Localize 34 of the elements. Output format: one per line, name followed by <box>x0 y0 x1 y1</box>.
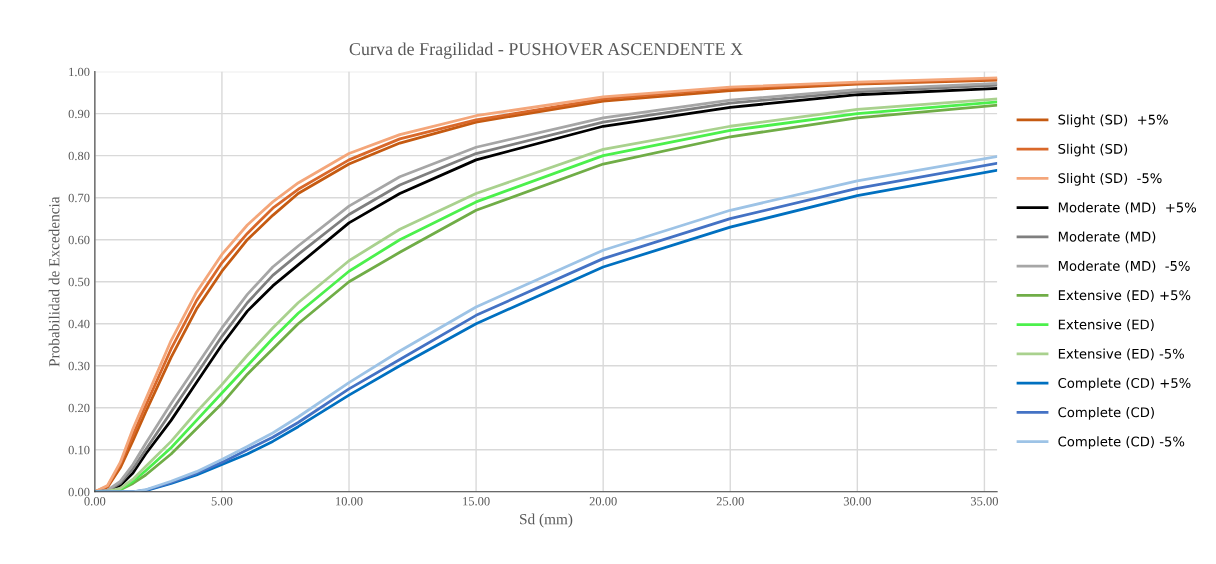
legend-label: Slight (SD) <box>1058 143 1128 157</box>
x-tick-label: 15.00 <box>463 497 490 506</box>
legend-label: Extensive (ED) <box>1058 319 1154 331</box>
legend-label: Complete (CD) +5% <box>1058 377 1191 391</box>
y-tick-label: 0.90 <box>68 109 90 119</box>
y-tick-label: 0.60 <box>68 235 90 245</box>
legend-label: Extensive (ED) +5% <box>1058 289 1191 302</box>
y-tick-label: 0.80 <box>68 151 90 161</box>
x-tick-label: 10.00 <box>336 497 363 506</box>
legend-label: Moderate (MD) -5% <box>1058 260 1190 273</box>
legend-label: Moderate (MD) <box>1058 231 1156 244</box>
y-tick-label: 0.00 <box>68 487 90 497</box>
x-axis-title: Sd (mm) <box>520 513 573 528</box>
y-tick-label: 1.00 <box>69 67 90 77</box>
y-tick-label: 0.50 <box>68 277 90 287</box>
chart-title: Curva de Fragilidad - PUSHOVER ASCENDENTE X <box>349 42 743 59</box>
y-tick-label: 0.20 <box>68 403 90 413</box>
y-tick-label: 0.30 <box>68 361 90 371</box>
y-tick-label: 0.10 <box>68 445 90 455</box>
legend-label: Complete (CD) <box>1058 407 1154 420</box>
legend-label: Extensive (ED) -5% <box>1058 348 1185 361</box>
x-tick-label: 30.00 <box>843 497 871 506</box>
legend-label: Slight (SD) -5% <box>1058 172 1162 186</box>
y-tick-label: 0.70 <box>68 193 90 203</box>
x-tick-label: 5.00 <box>211 497 233 506</box>
x-tick-label: 20.00 <box>589 497 617 506</box>
y-tick-label: 0.40 <box>68 319 90 329</box>
y-axis-title: Probabilidad de Excedencia <box>48 196 60 367</box>
x-tick-label: 35.00 <box>970 497 998 506</box>
x-tick-label: 0.00 <box>84 497 106 506</box>
legend-label: Moderate (MD) +5% <box>1058 202 1197 214</box>
legend-label: Complete (CD) -5% <box>1058 436 1185 450</box>
x-tick-label: 25.00 <box>716 497 744 506</box>
legend-label: Slight (SD) +5% <box>1058 114 1168 128</box>
